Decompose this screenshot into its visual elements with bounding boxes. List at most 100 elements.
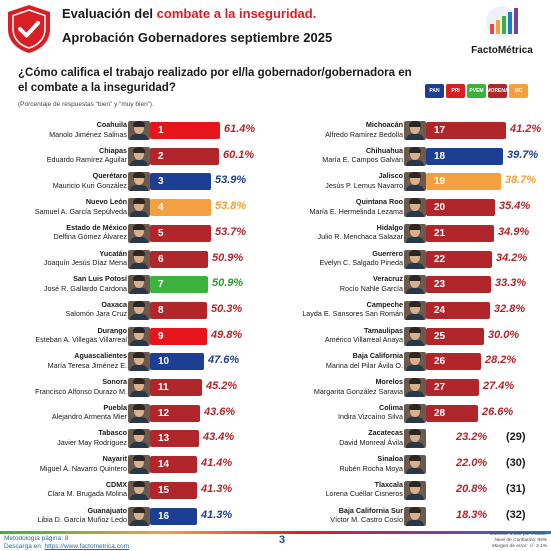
governor-row: Puebla Alejandro Armenta Mier 12 43.6% [0, 402, 275, 424]
governor-name: Delfina Gómez Álvarez [53, 232, 128, 242]
governor-names: Guerrero Evelyn C. Salgado Pineda [319, 249, 403, 268]
governor-row: Quintana Roo María E. Hermelinda Lezama 20… [276, 196, 551, 218]
governor-names: Baja California Marina del Pilar Ávila O. [326, 351, 403, 370]
approval-percent: 39.7% [507, 148, 539, 161]
governor-row: Zacatecas David Monreal Ávila 23.2% (29) [276, 427, 551, 449]
governor-photo [404, 506, 426, 526]
approval-bar: 25 [426, 327, 484, 345]
governor-photo [128, 352, 150, 372]
governor-row: Durango Esteban A. Villegas Villarreal 9 49… [0, 325, 275, 347]
approval-bar: 9 [150, 327, 207, 345]
governor-row: San Luis Potosí José R. Gallardo Cardona 7… [0, 273, 275, 295]
rank-number: (31) [506, 482, 526, 495]
approval-percent: 41.3% [201, 482, 233, 495]
approval-percent: 45.2% [206, 380, 238, 392]
approval-percent: 18.3% [456, 508, 488, 521]
approval-percent: 53.9% [215, 174, 247, 187]
governor-names: Durango Esteban A. Villegas Villarreal [35, 326, 127, 345]
governor-name: Mauricio Kuri González [52, 180, 127, 190]
governor-name: María Teresa Jiménez E. [47, 360, 127, 370]
governor-photo [404, 198, 426, 218]
rank-number: (30) [506, 457, 526, 470]
approval-percent: 50.9% [212, 251, 244, 264]
governor-names: Campeche Layda E. Sansores San Román [302, 300, 403, 319]
governor-names: Baja California Sur Víctor M. Castro Cosí… [330, 506, 403, 525]
approval-bar: 14 [150, 456, 197, 474]
party-logo-morena: MORENA [486, 84, 509, 98]
approval-bar: 19 [426, 173, 501, 191]
survey-note: (Porcentaje de respuestas “bien” y “muy … [18, 101, 154, 108]
governor-name: Víctor M. Castro Cosío [330, 515, 403, 524]
governor-photo [128, 506, 150, 526]
governor-row: Estado de México Delfina Gómez Álvarez 5 53… [0, 222, 275, 244]
header: Evaluación del combate a la inseguridad.… [0, 0, 551, 58]
state-name: Jalisco [378, 171, 403, 181]
governor-names: Querétaro Mauricio Kuri González [53, 171, 127, 190]
governor-row: Colima Indira Vizcaíno Silva 28 26.6% [276, 402, 551, 424]
state-name: Nuevo León [85, 197, 127, 207]
governor-names: Chihuahua María E. Campos Galván [322, 146, 403, 165]
state-name: Campeche [366, 299, 403, 309]
governor-name: David Monreal Ávila [339, 437, 403, 447]
governor-names: Yucatán Joaquín Jesús Díaz Mena [44, 249, 127, 268]
governor-name: Layda E. Sansores San Román [302, 309, 403, 319]
governor-row: Tlaxcala Lorena Cuéllar Cisneros 20.8% (31) [276, 479, 551, 501]
governor-names: Tabasco Javier May Rodríguez [57, 428, 127, 447]
governor-row: Oaxaca Salomón Jara Cruz 8 50.3% [0, 299, 275, 321]
page-subtitle: Aprobación Gobernadores septiembre 2025 [62, 30, 333, 45]
approval-percent: 34.2% [496, 251, 528, 264]
state-name: Guanajuato [87, 505, 127, 515]
sample-size: Muestra: 1,000 por estado. [489, 532, 547, 537]
party-logo-mc: MC [509, 84, 528, 98]
state-name: Michoacán [365, 120, 403, 129]
governor-photo [404, 172, 426, 192]
governor-photo [404, 429, 426, 449]
governor-names: Sonora Francisco Alfonso Durazo M. [35, 377, 127, 396]
governor-row: Morelos Margarita González Saravia 27 27.4% [276, 376, 551, 398]
approval-percent: 53.8% [215, 200, 247, 213]
governor-row: Baja California Sur Víctor M. Castro Cosí… [276, 505, 551, 527]
approval-bar: 7 [150, 276, 208, 294]
governor-photo [128, 326, 150, 346]
governor-names: Nuevo León Samuel A. García Sepúlveda [35, 197, 127, 216]
state-name: Tlaxcala [374, 479, 403, 489]
governor-name: Samuel A. García Sepúlveda [34, 206, 127, 216]
governor-name: Evelyn C. Salgado Pineda [319, 258, 403, 267]
governor-names: Colima Indira Vizcaíno Silva [338, 403, 403, 422]
approval-percent: 33.3% [495, 277, 527, 290]
bar-chart-logo-icon [486, 6, 518, 38]
governor-names: Puebla Alejandro Armenta Mier [52, 403, 127, 422]
governor-name: Jesús P. Lemus Navarro [325, 180, 403, 190]
approval-percent: 43.6% [204, 405, 236, 418]
approval-bar: 2 [150, 147, 219, 165]
governor-names: Hidalgo Julio R. Menchaca Salazar [318, 223, 404, 242]
governor-name: Julio R. Menchaca Salazar [317, 232, 404, 242]
party-logo-pvem: PVEM [467, 84, 486, 98]
margin-of-error: Margen de error: +/- 3.1% [491, 544, 547, 549]
governor-names: Sinaloa Rubén Rocha Moya [339, 454, 403, 473]
governor-photo [128, 146, 150, 166]
page-number: 3 [279, 534, 286, 546]
governor-row: CDMX Clara M. Brugada Molina 15 41.3% [0, 479, 275, 501]
governor-names: Morelos Margarita González Saravia [314, 377, 403, 396]
governor-names: Guanajuato Libia D. García Muñoz Ledo [38, 506, 128, 525]
approval-bar: 21 [426, 224, 494, 242]
state-name: Baja California Sur [338, 505, 403, 515]
download-link[interactable]: https://www.factometrica.com [44, 543, 129, 550]
approval-percent: 22.0% [456, 457, 488, 470]
approval-percent: 61.4% [224, 123, 256, 135]
state-name: Durango [97, 325, 127, 335]
state-name: CDMX [105, 479, 127, 489]
governor-photo [404, 326, 426, 346]
approval-percent: 43.4% [203, 431, 235, 444]
rank-number: (29) [506, 431, 526, 444]
state-name: Tabasco [98, 428, 127, 438]
approval-percent: 49.8% [211, 328, 243, 341]
governor-name: Alfredo Ramírez Bedolla [325, 129, 403, 139]
approval-percent: 32.8% [494, 302, 526, 315]
approval-percent: 47.6% [208, 354, 240, 367]
approval-percent: 60.1% [223, 148, 255, 161]
governor-row: Hidalgo Julio R. Menchaca Salazar 21 34.9% [276, 222, 551, 244]
state-name: Estado de México [66, 222, 127, 232]
state-name: Hidalgo [376, 222, 403, 232]
